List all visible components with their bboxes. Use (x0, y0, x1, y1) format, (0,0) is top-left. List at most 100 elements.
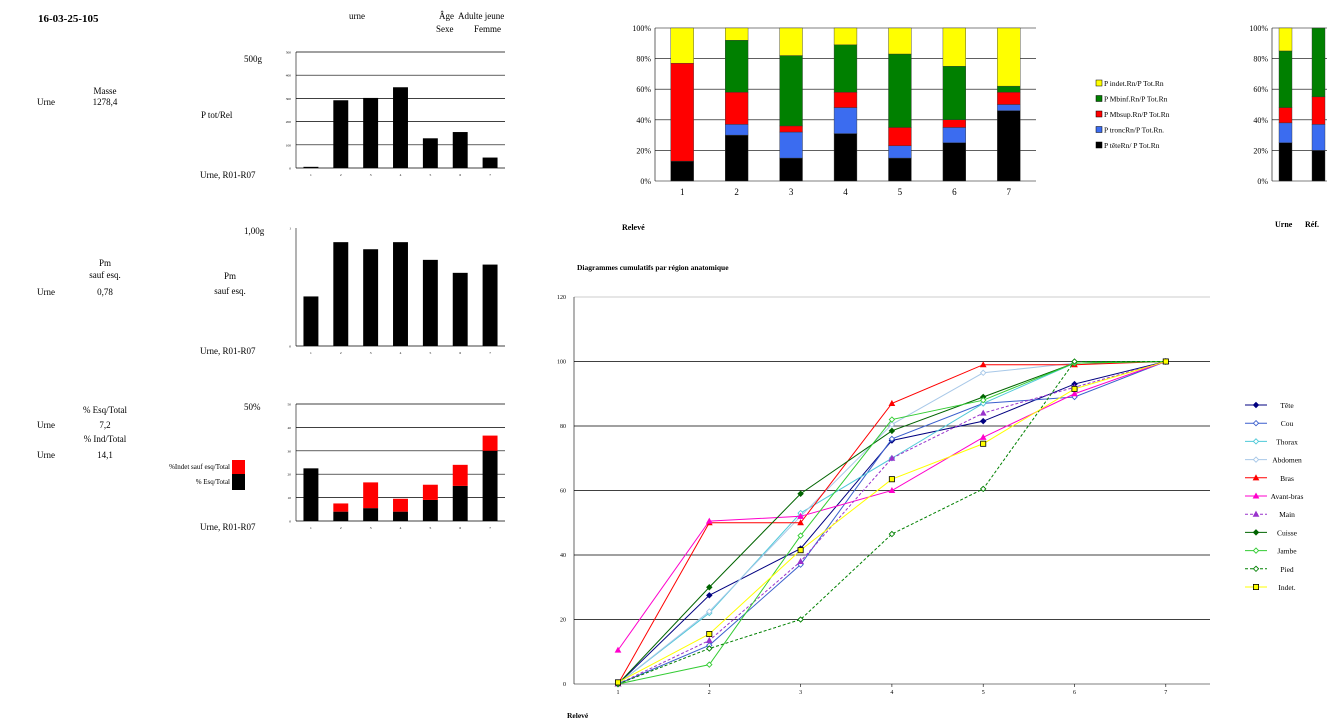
cumul-point (980, 440, 987, 447)
cumul-point (888, 486, 896, 494)
cumul-ytick-label: 120 (557, 295, 566, 301)
pm-bar (333, 242, 349, 346)
stacked-xtick-label: 2 (734, 187, 739, 197)
cumul-legend-marker (1252, 565, 1260, 573)
stacked-bar-segment (725, 92, 749, 125)
stacked-bar-segment (670, 62, 694, 162)
cumul-point (979, 361, 987, 368)
ref-ytick-label: 80% (1253, 55, 1268, 64)
ref-bar-segment (1278, 50, 1293, 108)
masse-title: Masse (93, 86, 117, 96)
cumul-legend-label: Avant-bras (1271, 492, 1304, 501)
stacked-xtick-label: 7 (1007, 187, 1012, 197)
stacked-bar-segment (833, 107, 858, 134)
ref-xtick-label: Réf. (1305, 220, 1319, 229)
cumul-legend-label: Tête (1280, 401, 1294, 410)
cumul-legend-marker (1252, 547, 1260, 554)
cumul-point (979, 409, 987, 416)
cumul-point (979, 485, 987, 493)
pm-side-label2: sauf esq. (214, 286, 246, 296)
esq-xtick-label: 4 (400, 526, 402, 530)
cumul-legend-marker (1252, 419, 1260, 427)
esq-legend-indet: %Indet sauf esq/Total (169, 463, 230, 471)
esq-bar (303, 468, 319, 521)
stacked-bar-segment (888, 157, 912, 182)
cumul-legend-label: Pied (1280, 565, 1294, 574)
cumul-series-line (617, 361, 1166, 685)
ptot-xtick-label: 4 (400, 173, 402, 177)
stacked-xtick-label: 4 (843, 187, 848, 197)
cumul-series-line (617, 361, 1166, 685)
stacked-bar-segment (942, 142, 966, 182)
cumul-xlabel: Relevé (567, 711, 589, 720)
stacked-bar-segment (888, 27, 912, 55)
pm-bottom-label: Urne, R01-R07 (200, 346, 256, 356)
cumul-point (888, 454, 896, 461)
stacked-legend-label: P Mbsup.Rn/P Tot.Rn (1104, 110, 1170, 119)
stacked-bar-segment (997, 85, 1021, 93)
cumul-ytick-label: 0 (563, 682, 566, 688)
esq-bar (363, 482, 379, 509)
stacked-xtick-label: 5 (898, 187, 903, 197)
cumul-ytick-label: 60 (560, 489, 566, 495)
ptot-xtick-label: 7 (489, 173, 491, 177)
esq-bar (422, 484, 438, 500)
cumul-point (888, 399, 896, 406)
stacked-bar-segment (725, 27, 749, 41)
esq-bar (452, 485, 468, 521)
ptot-ytick-label: 400 (286, 74, 292, 78)
stacked-bar-segment (942, 27, 966, 67)
cumul-legend-label: Cou (1281, 419, 1294, 428)
ptot-side-label: P tot/Rel (201, 110, 233, 120)
cumul-point (706, 584, 713, 591)
cumul-point (797, 532, 804, 539)
esq-legend-esq: % Esq/Total (195, 478, 230, 486)
ptot-bar (393, 87, 408, 168)
cumul-series-line (617, 361, 1166, 685)
esq-group: Urne (37, 420, 55, 430)
cumul-point (888, 416, 896, 423)
cumul-point (706, 608, 713, 615)
cumul-point (797, 616, 804, 623)
cumul-point (888, 530, 896, 538)
cumul-legend-marker (1252, 492, 1260, 499)
pm-side-label: Pm (223, 271, 236, 281)
stacked-bar-segment (997, 92, 1021, 105)
esq-legend-black-block (232, 474, 245, 490)
stacked-bar-segment (997, 104, 1021, 111)
stacked-xtick-label: 3 (789, 187, 794, 197)
pm-xtick-label: 1 (310, 351, 312, 355)
cumul-legend-marker (1252, 401, 1260, 409)
esq-xtick-label: 5 (429, 526, 431, 530)
ptot-xtick-label: 6 (459, 173, 461, 177)
pm-xtick-label: 5 (429, 351, 431, 355)
age-value: Adulte jeune (458, 11, 505, 21)
ptot-xtick-label: 1 (310, 173, 312, 177)
esq-ytick-label: 20 (288, 473, 292, 477)
esq-bar (422, 499, 438, 521)
ind-title: % Ind/Total (83, 434, 127, 444)
cumul-point (706, 631, 713, 638)
pm-group: Urne (37, 287, 55, 297)
esq-xtick-label: 3 (370, 526, 372, 530)
pm-ytick-label: 1 (289, 227, 291, 231)
ptot-ytick-label: 300 (286, 97, 292, 101)
esq-bottom-label: Urne, R01-R07 (200, 522, 256, 532)
stacked-bar-segment (670, 27, 694, 64)
cumul-legend-label: Thorax (1276, 437, 1298, 446)
cumul-legend-label: Bras (1280, 474, 1294, 483)
cumul-point (1071, 390, 1078, 397)
cumul-legend-label: Indet. (1278, 583, 1295, 592)
ptot-bar (422, 138, 438, 168)
stacked-bar-segment (779, 55, 803, 127)
esq-title: % Esq/Total (82, 405, 128, 415)
cumul-legend-label: Main (1279, 510, 1295, 519)
stacked-legend-swatch (1095, 79, 1103, 87)
cumul-series-line (617, 361, 1166, 685)
cumul-legend-marker (1252, 529, 1260, 536)
cumul-point (797, 490, 804, 497)
cumul-legend-marker (1253, 584, 1260, 591)
cumul-series-line (617, 361, 1166, 685)
stacked-bar-segment (833, 133, 858, 182)
cumul-point (1071, 358, 1078, 365)
